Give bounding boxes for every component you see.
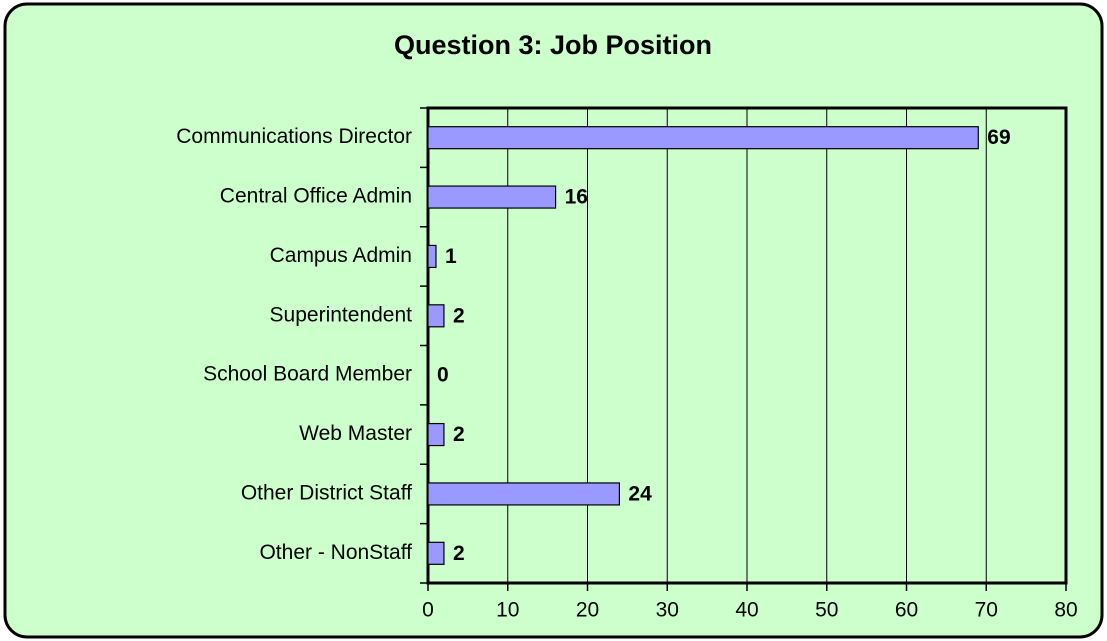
x-tick-label: 20 bbox=[576, 599, 599, 622]
data-label: 2 bbox=[453, 542, 465, 565]
bar bbox=[427, 541, 445, 565]
data-label: 0 bbox=[437, 364, 449, 387]
bar bbox=[427, 185, 557, 209]
data-label: 2 bbox=[453, 423, 465, 446]
bar bbox=[427, 304, 445, 328]
y-tick-label: Superintendent bbox=[270, 303, 413, 326]
x-tick-label: 50 bbox=[815, 599, 838, 622]
y-tick-label: Central Office Admin bbox=[220, 185, 412, 208]
x-tick-label: 40 bbox=[735, 599, 758, 622]
bar bbox=[427, 244, 437, 269]
data-label: 69 bbox=[987, 126, 1010, 149]
data-label: 24 bbox=[628, 482, 652, 505]
chart-title: Question 3: Job Position bbox=[394, 30, 712, 60]
chart-background bbox=[3, 2, 1104, 639]
y-tick-label: School Board Member bbox=[203, 363, 412, 386]
y-tick-label: Web Master bbox=[299, 422, 412, 445]
x-tick-label: 10 bbox=[496, 599, 519, 622]
x-tick-label: 80 bbox=[1054, 599, 1077, 622]
y-tick-label: Communications Director bbox=[176, 125, 412, 148]
x-tick-label: 0 bbox=[422, 599, 434, 622]
bar bbox=[427, 422, 445, 447]
x-tick-label: 30 bbox=[656, 599, 679, 622]
x-tick-label: 70 bbox=[975, 599, 998, 622]
data-label: 2 bbox=[453, 304, 465, 327]
data-label: 1 bbox=[445, 245, 457, 268]
y-tick-label: Other - NonStaff bbox=[259, 541, 412, 564]
bar bbox=[427, 126, 979, 150]
y-tick-label: Other District Staff bbox=[241, 481, 412, 504]
x-tick-label: 60 bbox=[895, 599, 918, 622]
bar bbox=[427, 482, 620, 506]
data-label: 16 bbox=[565, 186, 588, 209]
y-tick-label: Campus Admin bbox=[270, 244, 412, 267]
